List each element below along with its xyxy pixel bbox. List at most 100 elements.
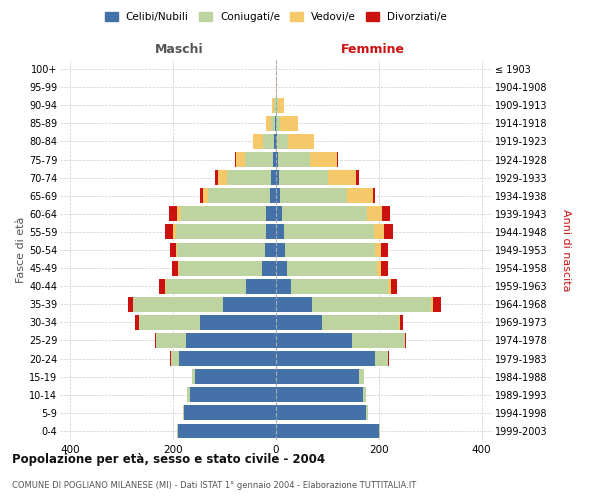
Y-axis label: Anni di nascita: Anni di nascita (562, 209, 571, 291)
Bar (276, 98, 278, 112)
Bar (192, 369, 276, 384)
Bar (274, 134, 276, 149)
Bar (375, 351, 388, 366)
Bar (322, 315, 400, 330)
Bar (377, 260, 382, 276)
Bar (253, 134, 276, 149)
Bar (312, 297, 431, 312)
Bar (287, 260, 377, 276)
Bar (170, 351, 276, 366)
Bar (190, 388, 276, 402)
Bar (176, 224, 276, 240)
Bar (431, 297, 433, 312)
Bar (183, 406, 276, 420)
Bar (200, 188, 276, 203)
Bar (366, 406, 368, 420)
Bar (379, 424, 380, 438)
Bar (285, 242, 375, 258)
Bar (177, 242, 276, 258)
Bar (388, 279, 391, 293)
Bar (276, 242, 285, 258)
Bar (177, 206, 276, 221)
Bar (266, 206, 276, 221)
Bar (276, 279, 292, 293)
Bar (177, 424, 276, 438)
Bar (139, 315, 276, 330)
Bar (276, 170, 279, 185)
Bar (218, 170, 276, 185)
Bar (373, 188, 375, 203)
Bar (278, 152, 310, 167)
Bar (169, 206, 276, 221)
Bar (272, 98, 276, 112)
Bar (192, 369, 276, 384)
Bar (179, 351, 276, 366)
Text: Maschi: Maschi (154, 44, 203, 57)
Bar (266, 116, 276, 131)
Bar (245, 152, 276, 167)
Bar (159, 279, 276, 293)
Bar (183, 406, 276, 420)
Bar (170, 351, 276, 366)
Bar (179, 260, 276, 276)
Bar (337, 152, 338, 167)
Bar (276, 224, 284, 240)
Bar (367, 206, 382, 221)
Bar (246, 279, 276, 293)
Bar (280, 116, 298, 131)
Bar (236, 152, 276, 167)
Bar (404, 333, 406, 348)
Bar (276, 260, 287, 276)
Bar (133, 297, 276, 312)
Text: Femmine: Femmine (341, 44, 405, 57)
Bar (262, 260, 276, 276)
Bar (352, 333, 404, 348)
Bar (181, 206, 276, 221)
Bar (173, 224, 276, 240)
Bar (282, 206, 367, 221)
Bar (178, 260, 276, 276)
Bar (347, 188, 373, 203)
Bar (276, 315, 322, 330)
Bar (184, 406, 276, 420)
Bar (223, 297, 276, 312)
Bar (391, 279, 397, 293)
Bar (265, 242, 276, 258)
Bar (266, 116, 276, 131)
Bar (177, 424, 276, 438)
Bar (263, 134, 276, 149)
Bar (400, 315, 403, 330)
Bar (279, 170, 328, 185)
Bar (276, 297, 312, 312)
Bar (276, 351, 375, 366)
Bar (227, 170, 276, 185)
Bar (274, 98, 276, 112)
Legend: Celibi/Nubili, Coniugati/e, Vedovi/e, Divorziati/e: Celibi/Nubili, Coniugati/e, Vedovi/e, Di… (105, 12, 447, 22)
Bar (289, 134, 314, 149)
Bar (271, 170, 276, 185)
Bar (276, 152, 278, 167)
Bar (384, 224, 393, 240)
Bar (203, 188, 276, 203)
Bar (187, 388, 276, 402)
Bar (170, 351, 276, 366)
Bar (156, 333, 276, 348)
Bar (272, 98, 276, 112)
Bar (128, 297, 276, 312)
Bar (235, 152, 276, 167)
Bar (276, 134, 277, 149)
Bar (292, 279, 388, 293)
Bar (284, 224, 374, 240)
Bar (177, 424, 276, 438)
Bar (433, 297, 440, 312)
Bar (183, 406, 276, 420)
Bar (280, 188, 347, 203)
Bar (382, 206, 390, 221)
Bar (266, 224, 276, 240)
Bar (155, 333, 276, 348)
Y-axis label: Fasce di età: Fasce di età (16, 217, 26, 283)
Bar (133, 297, 276, 312)
Bar (356, 170, 359, 185)
Bar (192, 369, 276, 384)
Bar (388, 351, 389, 366)
